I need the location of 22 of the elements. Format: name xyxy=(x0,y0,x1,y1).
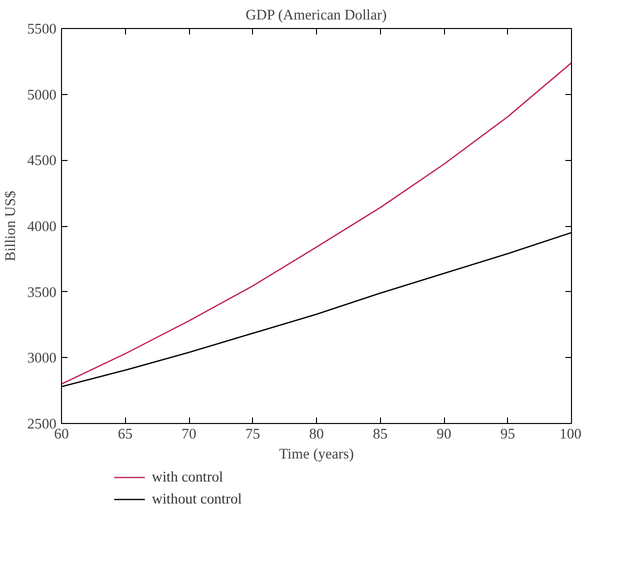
y-tick-label: 4500 xyxy=(27,153,56,170)
y-tick-label: 3000 xyxy=(27,350,56,367)
x-tick-label: 70 xyxy=(182,426,196,442)
x-axis-title: Time (years) xyxy=(279,446,354,462)
y-tick-label: 5000 xyxy=(27,87,56,104)
x-tick-label: 75 xyxy=(245,426,260,442)
chart-title: GDP (American Dollar) xyxy=(246,8,387,24)
x-tick-label: 95 xyxy=(500,426,516,442)
x-tick-label: 80 xyxy=(309,426,324,442)
x-tick-label: 90 xyxy=(436,426,452,442)
x-tick-label: 60 xyxy=(54,426,69,442)
y-tick-label: 5500 xyxy=(27,22,56,38)
legend-label: with control xyxy=(152,470,224,486)
y-tick-label: 4000 xyxy=(27,219,56,235)
y-tick-label: 3500 xyxy=(27,284,56,301)
x-tick-label: 100 xyxy=(560,426,582,442)
x-tick-label: 65 xyxy=(118,426,133,442)
line-series xyxy=(62,62,572,385)
legend-label: without control xyxy=(152,492,242,508)
y-axis-title: Billion US$ xyxy=(3,190,20,262)
y-tick-label: 2500 xyxy=(27,416,56,432)
x-tick-label: 85 xyxy=(372,426,388,442)
